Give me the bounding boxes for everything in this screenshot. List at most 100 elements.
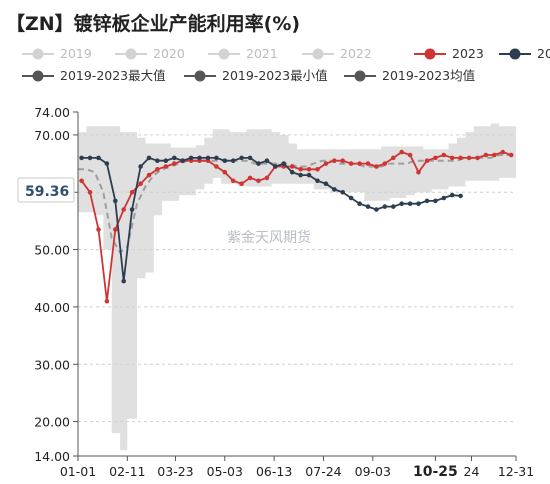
data-point — [391, 155, 396, 161]
legend-marker — [32, 48, 44, 60]
y-tick-label: 40.00 — [34, 300, 70, 315]
series-line — [80, 151, 512, 302]
data-point — [230, 158, 236, 163]
grid-layer — [78, 134, 516, 423]
series-layer — [78, 149, 516, 304]
current-value-label: 59.36 — [25, 184, 69, 200]
x-tick-label: 24 — [464, 464, 480, 479]
data-point — [113, 227, 118, 232]
data-point — [289, 164, 295, 169]
legend-label: 2019 — [60, 46, 92, 61]
data-point — [433, 198, 438, 204]
data-point — [222, 169, 228, 175]
data-point — [332, 187, 337, 192]
legend-item[interactable]: 2019-2023最小值 — [184, 68, 328, 83]
data-point — [382, 204, 388, 209]
legend-label: 2021 — [246, 46, 278, 61]
data-point — [281, 161, 287, 166]
x-tick-label: 01-01 — [60, 464, 96, 479]
legend-marker — [354, 70, 366, 82]
data-point — [104, 161, 110, 166]
data-point — [205, 155, 211, 161]
data-point — [508, 152, 514, 158]
data-point — [104, 298, 110, 304]
data-point — [399, 201, 405, 206]
data-point — [79, 155, 84, 161]
y-tick-label: 14.00 — [34, 449, 70, 464]
data-point — [239, 181, 244, 186]
data-point — [197, 155, 202, 161]
data-point — [441, 195, 447, 201]
data-point — [407, 152, 413, 158]
legend-item[interactable]: 2022 — [302, 46, 372, 61]
data-point — [348, 195, 354, 201]
legend-marker — [218, 48, 230, 60]
data-point — [79, 178, 84, 184]
legend-item[interactable]: 2019 — [22, 46, 92, 61]
legend-label: 2019-2023最大值 — [60, 68, 166, 83]
legend-item[interactable]: 2023 — [414, 46, 484, 61]
legend-marker — [424, 48, 436, 60]
series-line — [81, 156, 461, 282]
data-point — [365, 204, 371, 209]
data-point — [424, 198, 430, 204]
data-point — [113, 198, 118, 204]
data-point — [214, 155, 219, 161]
legend-marker — [312, 48, 324, 60]
data-point — [172, 161, 177, 166]
data-point — [374, 207, 379, 212]
current-value-callout: 59.36 — [17, 177, 75, 203]
data-point — [180, 158, 185, 163]
legend-label: 2024 — [537, 46, 550, 61]
range-band — [78, 123, 516, 451]
y-tick-label: 74.00 — [34, 105, 70, 120]
data-point — [239, 155, 244, 161]
data-point — [222, 158, 228, 163]
data-point — [298, 172, 303, 178]
x-tick-label: 03-23 — [157, 464, 193, 479]
data-point — [348, 161, 354, 166]
data-point — [458, 193, 463, 199]
data-point — [121, 278, 126, 284]
data-point — [399, 149, 405, 155]
data-point — [382, 161, 388, 166]
data-point — [492, 152, 497, 158]
data-point — [433, 155, 438, 161]
legend-item[interactable]: 2019-2023最大值 — [22, 68, 166, 83]
legend-item[interactable]: 2024 — [499, 46, 550, 61]
x-tick-label: 09-03 — [355, 464, 391, 479]
data-point — [256, 161, 261, 166]
data-point — [289, 169, 295, 175]
legend-item[interactable]: 2021 — [208, 46, 278, 61]
data-point — [273, 164, 278, 169]
range-band-layer — [78, 123, 516, 451]
data-point — [155, 158, 160, 163]
data-point — [264, 158, 270, 163]
data-point — [449, 155, 455, 161]
y-tick-label: 70.00 — [34, 128, 70, 143]
data-point — [315, 178, 320, 184]
y-tick-label: 30.00 — [34, 357, 70, 372]
data-point — [163, 164, 169, 169]
data-point — [121, 207, 126, 212]
data-point — [256, 178, 261, 184]
data-point — [129, 190, 135, 195]
legend-item[interactable]: 2020 — [115, 46, 185, 61]
legend-item[interactable]: 2019-2023均值 — [344, 68, 475, 83]
legend-marker — [32, 70, 44, 82]
data-point — [138, 181, 143, 186]
plot-area: 紫金天风期货 74.0070.0060.0050.0040.0030.0020.… — [34, 105, 534, 480]
data-point — [87, 190, 93, 195]
legend[interactable]: 2019 2020 2021 2022 2023 2024 2019-2023最大值 2019… — [22, 46, 550, 83]
y-tick-label: 50.00 — [34, 243, 70, 258]
data-point — [424, 158, 430, 163]
data-point — [146, 172, 152, 178]
data-point — [475, 155, 480, 161]
data-point — [340, 158, 346, 163]
x-axis: 01-01 02-11 03-23 05-03 06-13 07-24 09-03 10-25… — [60, 455, 534, 480]
data-point — [391, 204, 396, 209]
data-point — [407, 201, 413, 206]
data-point — [332, 158, 337, 163]
